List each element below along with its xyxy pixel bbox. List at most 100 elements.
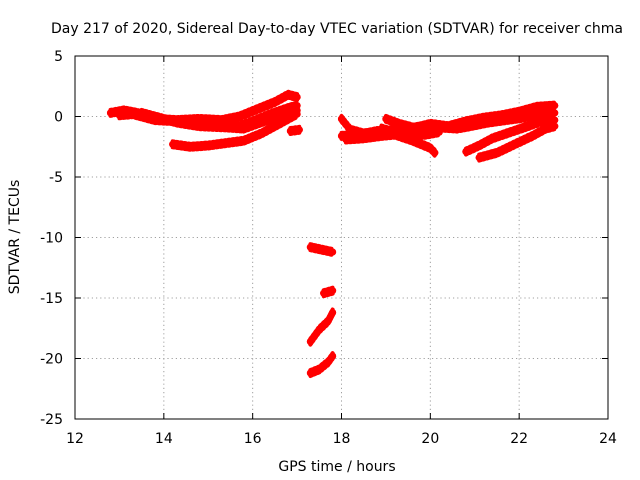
data-point	[195, 122, 203, 130]
x-tick-label: 24	[599, 431, 617, 447]
data-point	[240, 137, 248, 145]
y-tick-label: -20	[40, 352, 63, 368]
data-point	[306, 369, 314, 377]
data-point	[337, 115, 346, 123]
data-point	[453, 125, 461, 133]
data-point	[484, 119, 492, 127]
data-point	[186, 143, 195, 151]
data-point	[520, 114, 528, 122]
data-point	[391, 128, 399, 136]
data-point	[409, 123, 417, 131]
series-8	[306, 307, 337, 347]
data-point	[315, 365, 323, 373]
data-point	[360, 134, 368, 142]
data-point	[502, 116, 510, 124]
data-point	[551, 109, 559, 117]
series-16	[475, 121, 559, 163]
series-14	[382, 113, 417, 133]
data-point	[417, 122, 425, 130]
data-point	[329, 248, 337, 256]
y-tick-label: 0	[54, 110, 63, 126]
data-point	[377, 125, 386, 133]
series-7	[320, 285, 337, 299]
data-point	[275, 120, 283, 128]
data-point	[537, 110, 546, 118]
data-point	[537, 117, 546, 125]
y-tick-label: -5	[49, 170, 63, 186]
data-point	[475, 154, 483, 162]
x-tick-label: 12	[66, 431, 84, 447]
data-point	[315, 325, 323, 334]
data-point	[462, 148, 470, 156]
data-point	[329, 287, 337, 295]
data-point	[295, 126, 303, 134]
data-point	[377, 132, 386, 140]
series-5	[286, 124, 303, 136]
data-point	[422, 131, 430, 139]
data-point	[324, 317, 332, 325]
data-point	[173, 119, 181, 127]
data-point	[293, 93, 301, 101]
y-tick-label: -25	[40, 412, 63, 428]
data-point	[129, 110, 137, 118]
data-point	[271, 114, 279, 122]
series-6	[306, 242, 337, 257]
data-point	[253, 120, 261, 128]
axis-ticks: 12 14 16 18 20 22 24 5 0 -5 -10 -15 -20 -25	[40, 49, 617, 447]
chart-title: Day 217 of 2020, Sidereal Day-to-day VTE…	[51, 21, 623, 37]
data-point	[317, 246, 326, 254]
y-axis-title: SDTVAR / TECUs	[7, 180, 23, 295]
series-upper-edge	[108, 89, 300, 120]
data-point	[382, 115, 390, 123]
data-point	[235, 112, 243, 121]
data-point	[240, 125, 248, 133]
data-point	[435, 128, 443, 136]
data-point	[542, 125, 550, 133]
data-point	[329, 352, 337, 360]
series-4	[169, 109, 301, 152]
data-point	[528, 132, 537, 140]
data-point	[169, 140, 177, 148]
data-point	[409, 132, 417, 140]
y-tick-label: -15	[40, 291, 63, 307]
data-point	[155, 114, 163, 122]
x-tick-label: 18	[333, 431, 351, 447]
data-point	[271, 98, 279, 106]
data-point	[204, 141, 212, 150]
series-upper-edge	[477, 121, 557, 157]
data-point	[466, 122, 474, 130]
data-point	[284, 91, 292, 99]
x-tick-label: 22	[510, 431, 528, 447]
data-point	[286, 127, 294, 135]
data-point	[257, 129, 266, 137]
data-point	[138, 109, 146, 117]
y-tick-label: 5	[54, 49, 63, 65]
data-point	[506, 128, 514, 136]
data-point	[342, 135, 350, 144]
x-axis-title: GPS time / hours	[278, 459, 395, 475]
data-point	[395, 120, 403, 128]
data-point	[551, 122, 559, 130]
data-point	[320, 289, 328, 297]
data-point	[115, 111, 123, 119]
data-point	[431, 149, 439, 157]
series-15	[462, 115, 559, 157]
data-point	[511, 140, 519, 148]
data-point	[253, 105, 261, 113]
data-point	[475, 141, 483, 150]
x-tick-label: 16	[244, 431, 262, 447]
series-band	[138, 106, 301, 133]
data-point	[293, 110, 301, 118]
data-point	[426, 144, 434, 152]
series-13	[377, 123, 443, 141]
data-point	[533, 103, 541, 111]
data-point	[488, 134, 497, 142]
x-tick-label: 14	[155, 431, 173, 447]
data-point	[306, 338, 314, 346]
series-upper-edge	[139, 105, 300, 128]
data-point	[106, 109, 115, 117]
data-point	[524, 122, 532, 130]
data-point	[493, 149, 501, 157]
